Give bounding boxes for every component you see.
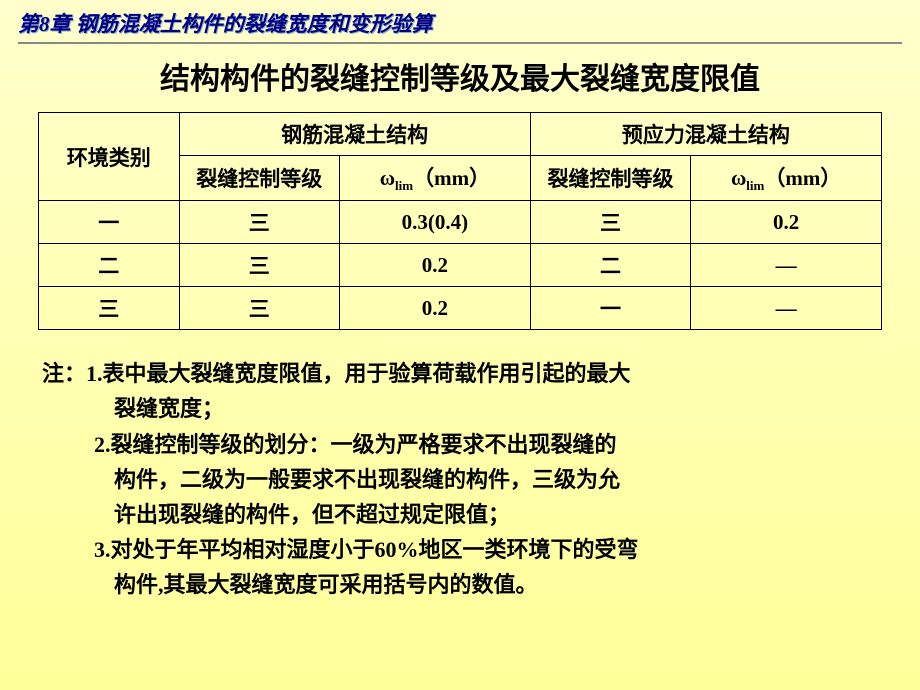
col-omega-lim-1: ωlim（mm） — [340, 156, 531, 201]
cell-env: 二 — [39, 244, 180, 287]
cell-level-rc: 三 — [179, 287, 340, 330]
cell-omega-ps: — — [691, 244, 882, 287]
note-3-line-2: 构件,其最大裂缝宽度可采用括号内的数值。 — [42, 567, 862, 602]
omega-symbol: ω — [380, 166, 395, 190]
table-row: 二 三 0.2 二 — — [39, 244, 882, 287]
chapter-header: 第8章 钢筋混凝土构件的裂缝宽度和变形验算 — [0, 0, 920, 42]
note-text: 1.表中最大裂缝宽度限值，用于验算荷载作用引起的最大 — [86, 361, 631, 386]
col-env-category: 环境类别 — [39, 113, 180, 201]
table-row: 一 三 0.3(0.4) 三 0.2 — [39, 201, 882, 244]
omega-unit: （mm） — [764, 166, 841, 190]
col-group-prestress: 预应力混凝土结构 — [530, 113, 881, 156]
col-group-rc: 钢筋混凝土结构 — [179, 113, 530, 156]
col-crack-level-1: 裂缝控制等级 — [179, 156, 340, 201]
note-2-line-2: 构件，二级为一般要求不出现裂缝的构件，三级为允 — [42, 462, 862, 497]
cell-level-rc: 三 — [179, 244, 340, 287]
cell-env: 三 — [39, 287, 180, 330]
cell-env: 一 — [39, 201, 180, 244]
crack-control-table: 环境类别 钢筋混凝土结构 预应力混凝土结构 裂缝控制等级 ωlim（mm） 裂缝… — [38, 112, 882, 330]
omega-subscript: lim — [746, 178, 764, 193]
table-header-row-1: 环境类别 钢筋混凝土结构 预应力混凝土结构 — [39, 113, 882, 156]
omega-subscript: lim — [395, 178, 413, 193]
cell-omega-ps: — — [691, 287, 882, 330]
note-2-line-3: 许出现裂缝的构件，但不超过规定限值； — [42, 497, 862, 532]
col-omega-lim-2: ωlim（mm） — [691, 156, 882, 201]
omega-unit: （mm） — [413, 166, 490, 190]
notes-section: 注：1.表中最大裂缝宽度限值，用于验算荷载作用引起的最大 裂缝宽度； 2.裂缝控… — [0, 330, 920, 602]
cell-level-rc: 三 — [179, 201, 340, 244]
cell-omega-ps: 0.2 — [691, 201, 882, 244]
cell-level-ps: 一 — [530, 287, 691, 330]
page-title: 结构构件的裂缝控制等级及最大裂缝宽度限值 — [0, 44, 920, 112]
omega-symbol: ω — [731, 166, 746, 190]
cell-level-ps: 二 — [530, 244, 691, 287]
note-label: 注： — [42, 361, 86, 386]
col-crack-level-2: 裂缝控制等级 — [530, 156, 691, 201]
cell-omega-rc: 0.2 — [340, 287, 531, 330]
cell-omega-rc: 0.3(0.4) — [340, 201, 531, 244]
note-1-line-2: 裂缝宽度； — [42, 391, 862, 426]
note-1-line-1: 注：1.表中最大裂缝宽度限值，用于验算荷载作用引起的最大 — [42, 356, 862, 391]
cell-level-ps: 三 — [530, 201, 691, 244]
note-2-line-1: 2.裂缝控制等级的划分：一级为严格要求不出现裂缝的 — [42, 427, 862, 462]
cell-omega-rc: 0.2 — [340, 244, 531, 287]
table-row: 三 三 0.2 一 — — [39, 287, 882, 330]
note-3-line-1: 3.对处于年平均相对湿度小于60%地区一类环境下的受弯 — [42, 532, 862, 567]
